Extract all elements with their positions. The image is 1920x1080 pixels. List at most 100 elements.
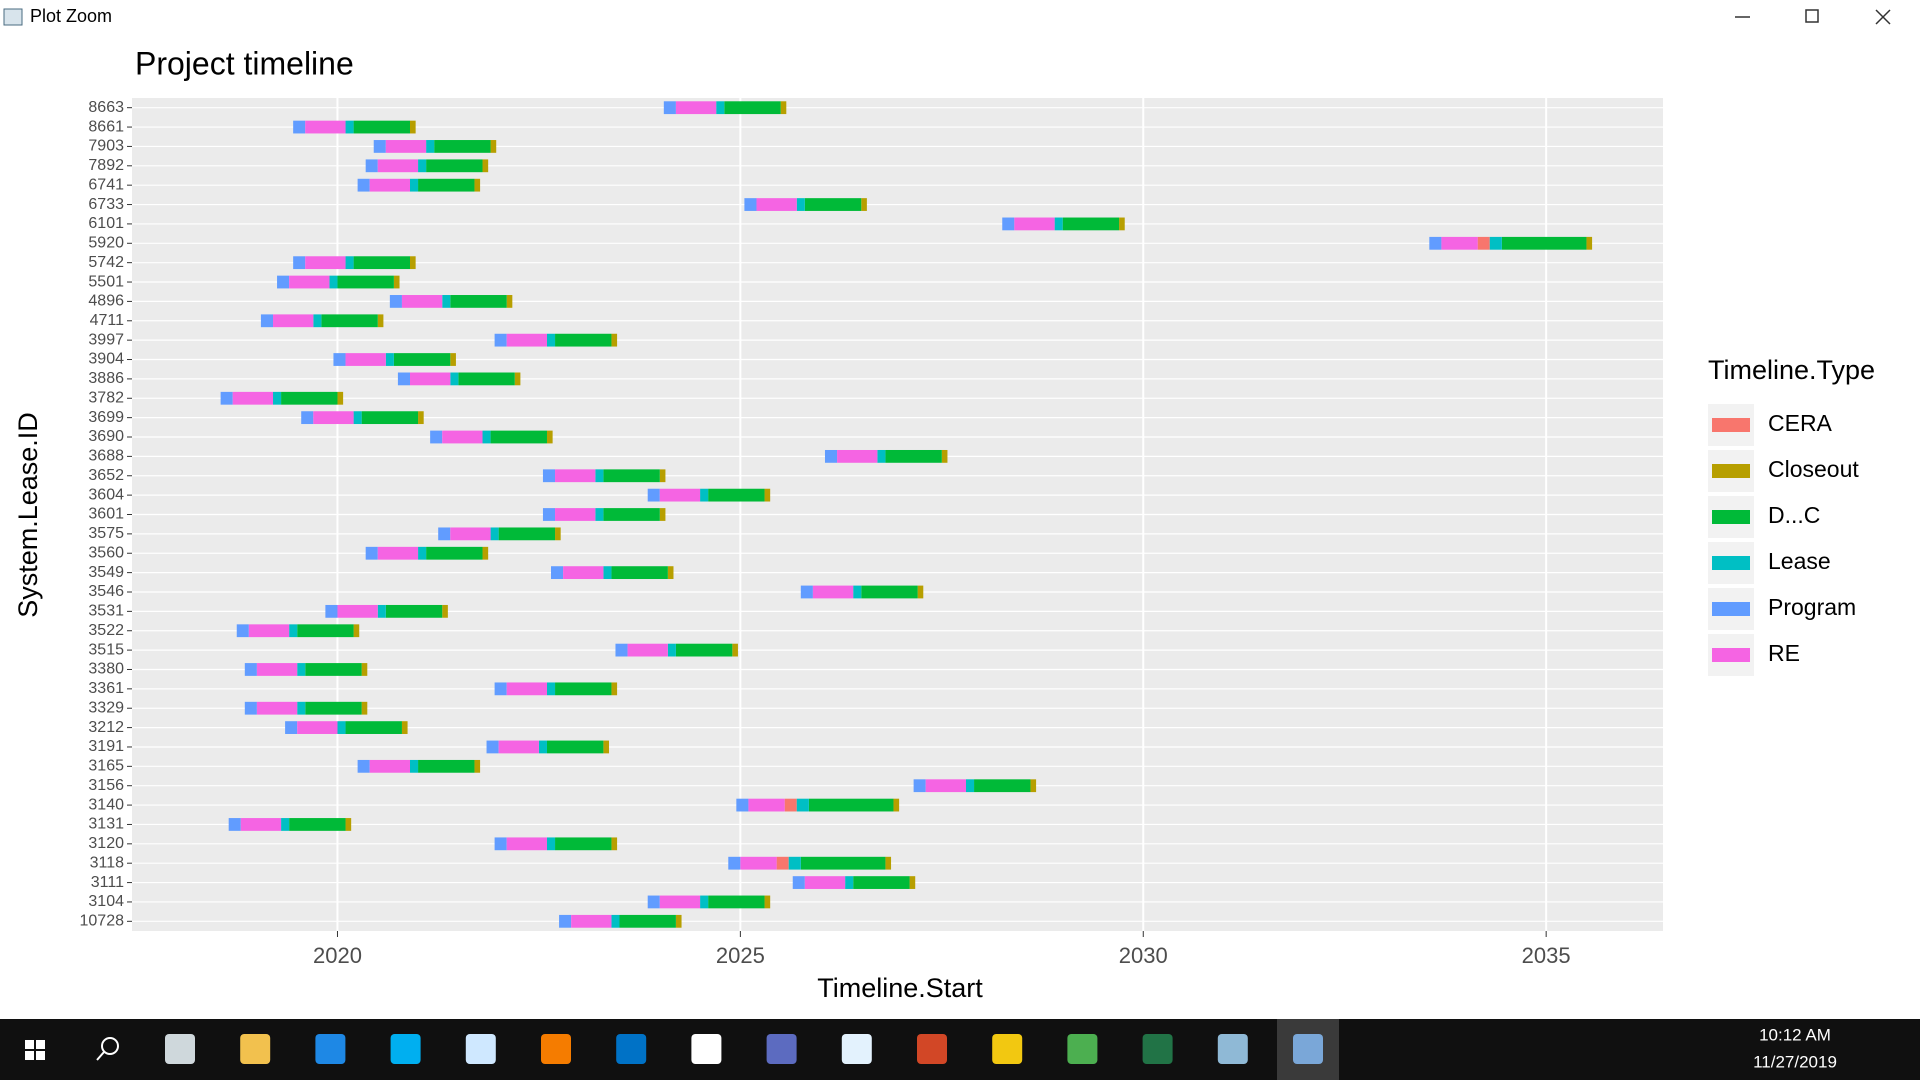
timeline-segment bbox=[1062, 217, 1120, 231]
search-button[interactable] bbox=[96, 1037, 119, 1061]
close-button[interactable] bbox=[1875, 9, 1891, 25]
timeline-segment bbox=[418, 759, 475, 773]
timeline-segment bbox=[377, 546, 419, 560]
taskbar-app[interactable] bbox=[315, 1034, 346, 1064]
timeline-segment bbox=[837, 449, 878, 463]
timeline-segment bbox=[450, 372, 459, 386]
timeline-segment bbox=[1014, 217, 1055, 231]
taskbar-app[interactable] bbox=[1293, 1034, 1323, 1064]
timeline-segment bbox=[571, 914, 612, 928]
timeline-segment bbox=[611, 566, 668, 580]
timeline-segment bbox=[289, 818, 346, 831]
timeline-segment bbox=[401, 295, 443, 308]
y-axis-title: System.Lease.ID bbox=[13, 412, 43, 618]
timeline-segment bbox=[361, 411, 419, 425]
taskbar-app[interactable] bbox=[616, 1034, 647, 1064]
y-tick-label: 8661 bbox=[88, 118, 124, 135]
timeline-segment bbox=[329, 275, 338, 289]
timeline-segment bbox=[409, 178, 419, 192]
timeline-segment bbox=[377, 604, 386, 618]
y-tick-label: 3118 bbox=[90, 854, 125, 871]
timeline-segment bbox=[297, 721, 338, 734]
timeline-segment bbox=[490, 430, 547, 444]
timeline-segment bbox=[273, 314, 314, 328]
y-tick-label: 3140 bbox=[88, 796, 124, 813]
timeline-segment bbox=[337, 275, 394, 289]
timeline-segment bbox=[418, 159, 427, 173]
taskbar-app[interactable] bbox=[390, 1034, 421, 1064]
y-tick-label: 3690 bbox=[88, 428, 124, 445]
timeline-segment bbox=[647, 895, 660, 909]
timeline-segment bbox=[293, 120, 306, 134]
timeline-segment bbox=[240, 818, 282, 831]
timeline-segment bbox=[305, 663, 362, 676]
timeline-segment bbox=[474, 178, 481, 192]
taskbar-app[interactable] bbox=[691, 1034, 722, 1064]
timeline-segment bbox=[377, 159, 419, 173]
timeline-segment bbox=[804, 198, 862, 211]
y-tick-label: 3782 bbox=[88, 389, 124, 406]
timeline-segment bbox=[555, 682, 612, 696]
y-tick-label: 3515 bbox=[88, 641, 124, 658]
timeline-segment bbox=[244, 701, 257, 715]
timeline-segment bbox=[333, 353, 346, 366]
taskbar-app[interactable] bbox=[992, 1034, 1023, 1064]
y-tick-label: 4896 bbox=[88, 293, 124, 310]
timeline-segment bbox=[281, 818, 290, 831]
timeline-segment bbox=[796, 198, 805, 211]
timeline-segment bbox=[893, 798, 900, 812]
timeline-segment bbox=[293, 256, 306, 270]
timeline-segment bbox=[385, 604, 443, 618]
timeline-segment bbox=[393, 275, 400, 289]
timeline-segment bbox=[700, 895, 709, 909]
timeline-segment bbox=[426, 159, 483, 173]
timeline-segment bbox=[337, 604, 378, 618]
x-axis-title: Timeline.Start bbox=[817, 973, 983, 1003]
y-tick-label: 3886 bbox=[88, 370, 124, 387]
y-tick-label: 3212 bbox=[88, 719, 124, 736]
taskbar-app[interactable] bbox=[917, 1034, 947, 1064]
taskbar-app[interactable] bbox=[165, 1034, 195, 1064]
timeline-segment bbox=[965, 779, 975, 793]
timeline-segment bbox=[1030, 779, 1037, 793]
timeline-segment bbox=[409, 759, 419, 773]
taskbar-app[interactable] bbox=[1142, 1034, 1173, 1064]
timeline-segment bbox=[675, 914, 682, 928]
restore-button[interactable] bbox=[1805, 9, 1819, 23]
timeline-segment bbox=[494, 837, 507, 851]
timeline-segment bbox=[418, 411, 424, 425]
timeline-segment bbox=[377, 314, 384, 328]
timeline-segment bbox=[1054, 217, 1063, 231]
timeline-segment bbox=[824, 449, 838, 463]
legend-title: Timeline.Type bbox=[1708, 355, 1875, 385]
timeline-segment bbox=[490, 140, 497, 153]
timeline-segment bbox=[913, 779, 926, 793]
timeline-segment bbox=[297, 624, 354, 638]
timeline-segment bbox=[603, 566, 612, 580]
timeline-segment bbox=[418, 546, 427, 560]
timeline-segment bbox=[345, 818, 352, 831]
timeline-segment bbox=[365, 159, 378, 173]
y-tick-label: 4711 bbox=[90, 312, 125, 329]
taskbar-app[interactable] bbox=[841, 1034, 872, 1064]
timeline-segment bbox=[361, 701, 368, 715]
start-button[interactable] bbox=[25, 1040, 45, 1060]
timeline-segment bbox=[756, 198, 797, 211]
taskbar-app[interactable] bbox=[1067, 1034, 1098, 1064]
taskbar-app[interactable] bbox=[240, 1034, 271, 1064]
timeline-segment bbox=[659, 895, 701, 909]
clock-time: 10:12 AM bbox=[1759, 1025, 1831, 1044]
taskbar-app[interactable] bbox=[766, 1034, 797, 1064]
taskbar-app[interactable] bbox=[541, 1034, 571, 1064]
timeline-segment bbox=[486, 740, 499, 754]
y-tick-label: 3522 bbox=[88, 622, 124, 639]
taskbar-app[interactable] bbox=[1217, 1034, 1248, 1064]
timeline-segment bbox=[1489, 236, 1502, 250]
timeline-segment bbox=[385, 140, 427, 153]
timeline-segment bbox=[305, 701, 362, 715]
legend-swatch bbox=[1712, 464, 1750, 478]
timeline-segment bbox=[482, 546, 489, 560]
taskbar-app[interactable] bbox=[465, 1034, 496, 1064]
